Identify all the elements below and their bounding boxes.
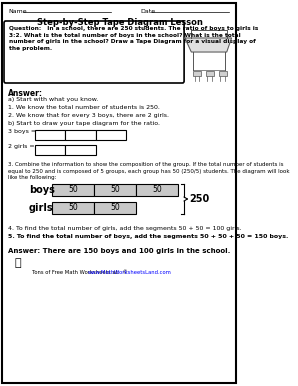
Text: Name: Name: [8, 9, 27, 14]
Bar: [94, 202, 136, 214]
Bar: [65, 130, 96, 140]
Bar: [136, 184, 178, 196]
Text: girls: girls: [29, 203, 54, 213]
Text: Date: Date: [141, 9, 156, 14]
Text: 2 girls =: 2 girls =: [8, 144, 35, 149]
Text: www.MathWorksheetsLand.com: www.MathWorksheetsLand.com: [88, 270, 172, 275]
Text: Tons of Free Math Worksheets at:  ©: Tons of Free Math Worksheets at: ©: [32, 270, 131, 275]
Text: b) Start to draw your tape diagram for the ratio.: b) Start to draw your tape diagram for t…: [8, 121, 160, 126]
Text: 50: 50: [110, 203, 120, 213]
Text: boys: boys: [29, 185, 55, 195]
Text: Answer:: Answer:: [8, 89, 43, 98]
FancyBboxPatch shape: [2, 3, 236, 383]
Text: 3. Combine the information to show the composition of the group. If the total nu: 3. Combine the information to show the c…: [8, 162, 290, 180]
Text: 250: 250: [190, 194, 210, 204]
Text: 50: 50: [68, 186, 78, 195]
Bar: [193, 71, 201, 76]
Bar: [219, 71, 227, 76]
Bar: [52, 184, 94, 196]
Bar: [65, 145, 96, 155]
Bar: [94, 184, 136, 196]
Text: 3 boys =: 3 boys =: [8, 129, 36, 134]
Bar: [35, 145, 65, 155]
Text: Answer: There are 150 boys and 100 girls in the school.: Answer: There are 150 boys and 100 girls…: [8, 248, 230, 254]
FancyBboxPatch shape: [4, 21, 184, 83]
Bar: [52, 202, 94, 214]
Text: 50: 50: [110, 186, 120, 195]
Text: Step-by-Step Tape Diagram Lesson: Step-by-Step Tape Diagram Lesson: [37, 18, 203, 27]
Polygon shape: [185, 38, 232, 52]
Text: 50: 50: [152, 186, 162, 195]
Text: 2. We know that for every 3 boys, there are 2 girls.: 2. We know that for every 3 boys, there …: [8, 113, 169, 118]
Text: 1. We know the total number of students is 250.: 1. We know the total number of students …: [8, 105, 160, 110]
Text: 🌴: 🌴: [15, 258, 21, 268]
Text: Question:   In a school, there are 250 students. The ratio of boys to girls is
3: Question: In a school, there are 250 stu…: [9, 26, 258, 51]
Bar: [96, 130, 126, 140]
Bar: [35, 130, 65, 140]
Text: 4. To find the total number of girls, add the segments 50 + 50 = 100 girls.: 4. To find the total number of girls, ad…: [8, 226, 242, 231]
Text: 50: 50: [68, 203, 78, 213]
Text: a) Start with what you know.: a) Start with what you know.: [8, 97, 98, 102]
Text: 5. To find the total number of boys, add the segments 50 + 50 + 50 = 150 boys.: 5. To find the total number of boys, add…: [8, 234, 288, 239]
Bar: [206, 71, 214, 76]
